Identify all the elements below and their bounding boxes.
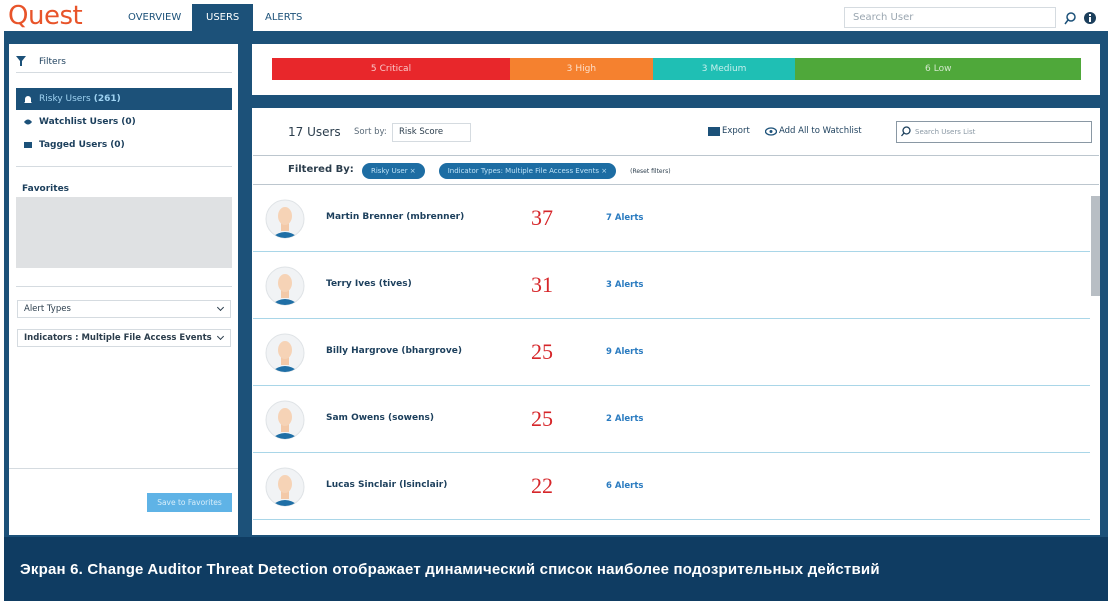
user-search-box[interactable]: Search Users List — [896, 121, 1092, 143]
tab[interactable]: OVERVIEW — [128, 12, 182, 23]
risk-score: 31 — [531, 272, 553, 297]
favorites-box — [16, 197, 232, 268]
export-icon — [708, 127, 720, 136]
user-name: Lucas Sinclair (lsinclair) — [326, 480, 448, 490]
alerts-link[interactable]: 2 Alerts — [606, 414, 644, 424]
user-list-panel — [252, 108, 1100, 535]
item-label: Tagged Users — [39, 140, 108, 150]
avatar — [265, 400, 305, 440]
caption: Экран 6. Change Auditor Threat Detection… — [20, 561, 880, 578]
user-row[interactable]: Martin Brenner (mbrenner) 37 7 Alerts — [253, 185, 1090, 252]
filter-chip[interactable]: Risky User × — [362, 163, 425, 179]
separator — [253, 155, 1099, 156]
item-label: Risky Users — [39, 94, 91, 104]
separator — [16, 166, 232, 167]
alerts-link[interactable]: 6 Alerts — [606, 481, 644, 491]
caption-band: Экран 6. Change Auditor Threat Detection… — [4, 537, 1108, 601]
avatar — [265, 266, 305, 306]
user-row[interactable]: Billy Hargrove (bhargrove) 25 9 Alerts — [253, 319, 1090, 386]
risk-score: 37 — [531, 205, 553, 230]
severity-label: Low — [933, 64, 952, 74]
user-row[interactable]: Lucas Sinclair (lsinclair) 22 6 Alerts — [253, 453, 1090, 520]
severity-segment[interactable]: 3 High — [509, 58, 653, 80]
item-icon — [24, 119, 32, 125]
severity-label: Medium — [710, 64, 747, 74]
filter-chip[interactable]: Indicator Types: Multiple File Access Ev… — [438, 163, 617, 179]
separator — [253, 184, 1099, 185]
search-icon — [901, 126, 911, 137]
separator — [9, 468, 238, 469]
export-button[interactable]: Export — [722, 126, 750, 136]
severity-label: High — [575, 64, 597, 74]
user-row[interactable]: Sam Owens (sowens) 25 2 Alerts — [253, 386, 1090, 453]
user-name: Terry Ives (tives) — [326, 279, 412, 289]
alerts-link[interactable]: 7 Alerts — [606, 213, 644, 223]
user-total: 17 Users — [288, 125, 341, 139]
severity-count: 3 — [566, 64, 573, 74]
dropdown[interactable]: Indicators : Multiple File Access Events — [17, 329, 231, 347]
user-name: Billy Hargrove (bhargrove) — [326, 346, 462, 356]
top-bar: Quest Search User OVERVIEW USERS ALERTS — [4, 1, 1108, 31]
scrollbar-thumb[interactable] — [1091, 196, 1100, 296]
watch-icon — [765, 127, 777, 136]
add-watchlist-button[interactable]: Add All to Watchlist — [779, 126, 862, 136]
severity-label: Critical — [379, 64, 412, 74]
item-label: Watchlist Users — [39, 117, 119, 127]
alerts-link[interactable]: 3 Alerts — [606, 280, 644, 290]
avatar — [265, 467, 305, 507]
separator — [16, 72, 232, 73]
user-name: Sam Owens (sowens) — [326, 413, 434, 423]
item-count: (0) — [121, 117, 136, 127]
sidebar: Filters Favorites Save to Favorites Risk… — [9, 44, 238, 535]
dropdown-caret — [216, 303, 225, 312]
user-name: Martin Brenner (mbrenner) — [326, 212, 465, 222]
severity-count: 6 — [925, 64, 931, 74]
tab[interactable]: USERS — [192, 4, 254, 31]
item-icon — [24, 96, 32, 103]
filter-item[interactable]: Watchlist Users (0) — [16, 111, 232, 133]
severity-segment[interactable]: 3 Medium — [652, 58, 796, 80]
sort-label: Sort by: — [354, 127, 387, 137]
avatar — [265, 199, 305, 239]
reset-filters[interactable]: (Reset filters) — [630, 167, 671, 175]
dropdown[interactable]: Alert Types — [17, 300, 231, 318]
tab[interactable]: ALERTS — [265, 12, 303, 23]
severity-segment[interactable]: 6 Low — [795, 58, 1081, 80]
search-box[interactable]: Search User — [844, 7, 1056, 28]
alerts-link[interactable]: 9 Alerts — [606, 347, 644, 357]
risk-score: 25 — [531, 339, 553, 364]
top-icons — [1064, 12, 1096, 25]
item-icon — [24, 142, 32, 148]
user-row[interactable]: Terry Ives (tives) 31 3 Alerts — [253, 252, 1090, 319]
logo: Quest — [8, 1, 83, 31]
severity-segment[interactable]: 5 Critical — [272, 58, 510, 80]
item-count: (261) — [93, 94, 121, 104]
filtered-label: Filtered By: — [288, 164, 354, 175]
save-button[interactable]: Save to Favorites — [147, 493, 232, 512]
filters-title: Filters — [39, 57, 66, 67]
item-count: (0) — [110, 140, 125, 150]
search-icon[interactable] — [1066, 12, 1076, 22]
avatar — [265, 333, 305, 373]
severity-count: 3 — [701, 64, 708, 74]
filter-item[interactable]: Risky Users (261) — [16, 88, 232, 110]
severity-count: 5 — [370, 64, 377, 74]
sort-select[interactable]: Risk Score — [392, 123, 471, 142]
separator — [16, 286, 232, 287]
filter-item[interactable]: Tagged Users (0) — [16, 134, 232, 156]
filter-chips: Risky User × Indicator Types: Multiple Fi… — [362, 163, 671, 179]
filter-icon — [16, 56, 26, 66]
severity-bar: 5 Critical 3 High 3 Medium 6 Low — [272, 58, 1081, 80]
risk-score: 22 — [531, 473, 553, 498]
dropdown-caret — [216, 332, 225, 341]
favorites-title: Favorites — [22, 184, 70, 194]
risk-score: 25 — [531, 406, 553, 431]
